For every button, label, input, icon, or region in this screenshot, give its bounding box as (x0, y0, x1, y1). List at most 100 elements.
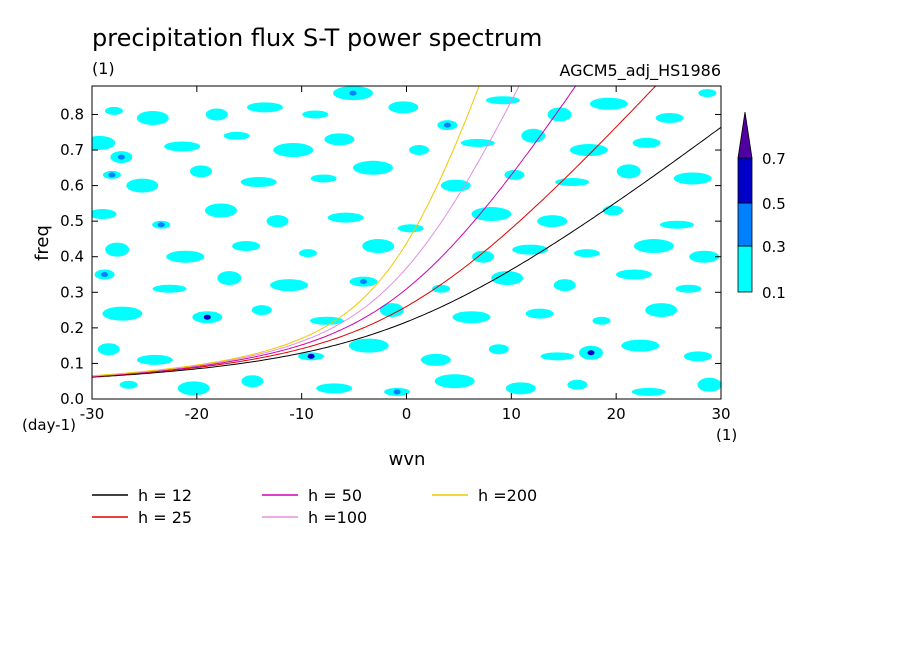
power-blob (633, 239, 674, 254)
y-axis-label: freq (32, 225, 53, 261)
power-blob (697, 377, 721, 392)
power-blob (645, 303, 678, 318)
power-blob (698, 89, 717, 98)
power-blob-core (307, 353, 315, 359)
colorbar-label: 0.7 (762, 150, 786, 168)
power-blob-core (349, 90, 357, 96)
power-blob-core (108, 172, 116, 178)
power-blob (232, 241, 261, 252)
power-blob (348, 338, 389, 353)
power-blob (537, 215, 568, 228)
curve-h-100 (92, 86, 520, 377)
power-blob (324, 133, 355, 146)
y-tick-label: 0.2 (60, 319, 84, 337)
power-blob-core (443, 122, 451, 128)
power-blob (434, 374, 475, 389)
power-blob (540, 352, 575, 361)
y-tick-label: 0.8 (60, 105, 84, 123)
power-blob (420, 353, 451, 366)
power-blob-core (587, 350, 595, 356)
power-blob (177, 381, 210, 396)
power-blob (270, 279, 309, 292)
colorbar-extend-arrow (737, 111, 753, 159)
legend-label: h = 25 (138, 508, 192, 527)
power-blob (472, 250, 495, 263)
power-blob (525, 308, 554, 319)
power-blob (512, 244, 549, 255)
power-blob (190, 165, 213, 178)
colorbar-label: 0.5 (762, 195, 786, 213)
power-blob (136, 111, 169, 126)
y-axis-ticks: 0.0 0.1 0.2 0.3 0.4 0.5 0.6 0.7 0.8 (60, 105, 721, 408)
power-blob (97, 343, 120, 356)
power-blob (309, 316, 344, 325)
power-blob (683, 351, 712, 362)
y-tick-label: 0.6 (60, 177, 84, 195)
legend-label: h = 12 (138, 486, 192, 505)
power-blob (388, 101, 419, 114)
power-blob (204, 203, 237, 218)
y-tick-label: 0.3 (60, 283, 84, 301)
power-blob (251, 305, 272, 316)
y-tick-label: 0.4 (60, 248, 84, 266)
power-blob (205, 108, 228, 121)
power-blob (615, 269, 652, 280)
spectral-power-contours (92, 86, 721, 396)
x-axis-ticks: -30 -20 -10 0 10 20 30 (80, 86, 731, 423)
power-blob (241, 375, 264, 388)
colorbar-label: 0.3 (762, 238, 786, 256)
power-blob (631, 387, 666, 396)
power-blob (673, 172, 712, 185)
power-blob (689, 250, 720, 263)
power-blob (569, 144, 608, 157)
power-blob (616, 164, 641, 179)
power-blob (105, 242, 130, 257)
power-blob (397, 224, 424, 233)
y-unit-label: (day-1) (22, 416, 76, 434)
power-blob (136, 354, 173, 365)
x-tick-label: 30 (711, 405, 730, 423)
legend: h = 12 h = 25 h = 50 h =100 h =200 (92, 486, 537, 527)
power-blob (555, 178, 590, 187)
power-blob (266, 215, 289, 228)
curve-h-50 (92, 86, 577, 377)
y-tick-label: 0.1 (60, 354, 84, 372)
power-blob (471, 207, 512, 222)
power-blob (352, 160, 393, 175)
legend-label: h = 50 (308, 486, 362, 505)
power-blob (362, 239, 395, 254)
power-blob (603, 205, 624, 216)
power-blob (310, 174, 337, 183)
power-blob-core (117, 154, 125, 160)
curve-h-25 (92, 86, 657, 378)
y-tick-label: 0.7 (60, 141, 84, 159)
power-blob (505, 382, 536, 395)
power-blob (659, 220, 694, 229)
x-tick-label: 0 (402, 405, 412, 423)
power-blob-core (360, 279, 368, 285)
power-blob (316, 383, 353, 394)
power-blob (119, 380, 138, 389)
power-blob (655, 113, 684, 124)
x-tick-label: -20 (185, 405, 210, 423)
x-tick-label: 20 (607, 405, 626, 423)
power-blob (485, 96, 520, 105)
power-blob (102, 306, 143, 321)
x-tick-label: 10 (502, 405, 521, 423)
power-blob-core (203, 314, 211, 320)
colorbar: 0.1 0.3 0.5 0.7 (737, 111, 786, 302)
chart-title: precipitation flux S-T power spectrum (92, 24, 542, 52)
power-blob (298, 249, 317, 258)
power-blob-core (157, 222, 165, 228)
colorbar-label: 0.1 (762, 284, 786, 302)
curve-h-12 (92, 126, 721, 378)
power-blob (521, 128, 546, 143)
colorbar-segment (737, 245, 753, 293)
power-blob (553, 279, 576, 292)
power-blob (440, 179, 471, 192)
curve-h-200 (92, 86, 480, 377)
power-blob (166, 250, 205, 263)
power-blob (273, 143, 314, 158)
power-blob (491, 271, 524, 286)
